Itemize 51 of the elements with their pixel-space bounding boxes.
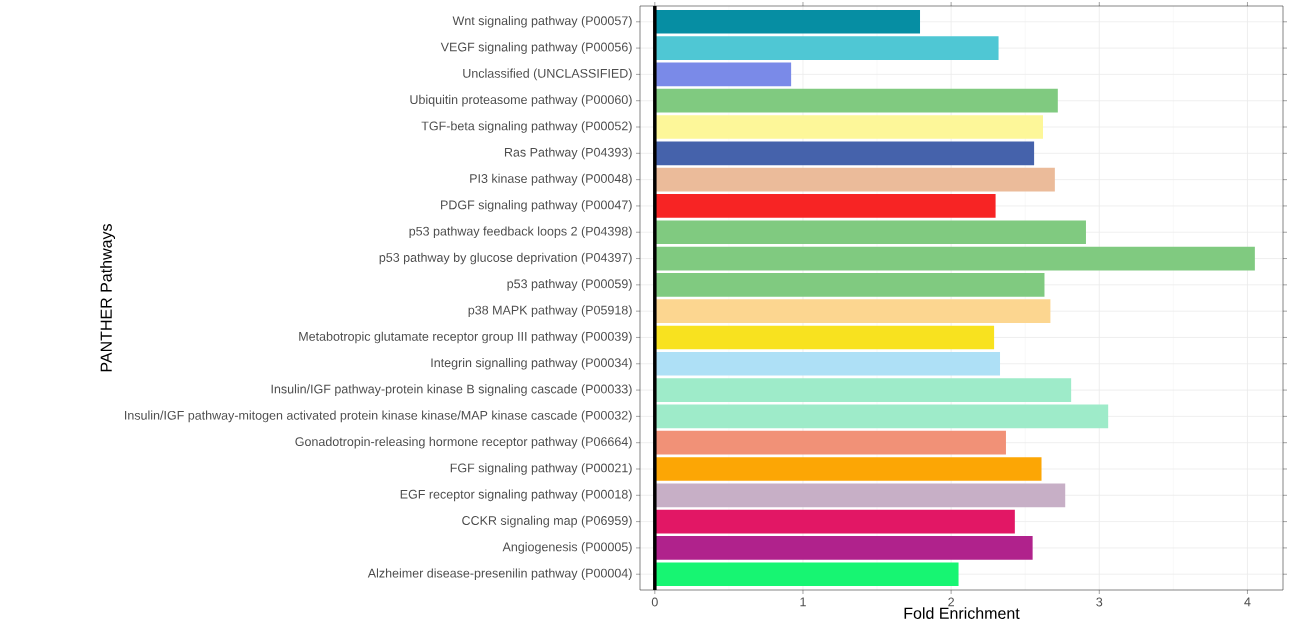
y-tick-label: p53 pathway by glucose deprivation (P04397) bbox=[379, 252, 632, 265]
bar bbox=[654, 36, 999, 60]
y-tick-label: p53 pathway feedback loops 2 (P04398) bbox=[409, 226, 632, 239]
bar bbox=[654, 457, 1042, 481]
x-tick-label: 3 bbox=[1096, 597, 1103, 607]
y-tick-label: Ubiquitin proteasome pathway (P00060) bbox=[410, 94, 632, 107]
y-tick-label: FGF signaling pathway (P00021) bbox=[450, 463, 632, 475]
bar bbox=[654, 509, 1015, 534]
bar bbox=[654, 141, 1035, 166]
y-tick-label: Metabotropic glutamate receptor group III pathway (P00039) bbox=[299, 331, 632, 344]
bar bbox=[654, 9, 921, 34]
x-tick-label: 4 bbox=[1244, 597, 1251, 607]
y-tick-label: VEGF signaling pathway (P00056) bbox=[440, 42, 632, 54]
y-tick-label: Alzheimer disease-presenilin pathway (P00004) bbox=[367, 568, 632, 581]
bar bbox=[654, 483, 1066, 508]
bar bbox=[654, 115, 1043, 139]
y-tick-label: Wnt signaling pathway (P00057) bbox=[452, 15, 632, 28]
bar bbox=[654, 404, 1109, 429]
bar bbox=[654, 220, 1086, 245]
x-axis-title: Fold Enrichment bbox=[904, 607, 1020, 619]
y-tick-label: p38 MAPK pathway (P05918) bbox=[468, 305, 632, 317]
bar bbox=[654, 536, 1033, 560]
y-tick-label: Gonadotropin-releasing hormone receptor pathway (P06664) bbox=[295, 436, 632, 449]
x-tick-label: 0 bbox=[651, 597, 658, 607]
x-tick-label: 2 bbox=[948, 597, 954, 607]
y-tick-label: Angiogenesis (P00005) bbox=[502, 542, 632, 554]
y-tick-label: p53 pathway (P00059) bbox=[507, 279, 632, 291]
bar bbox=[654, 246, 1255, 271]
y-tick-label: CCKR signaling map (P06959) bbox=[462, 515, 632, 528]
bar bbox=[654, 299, 1051, 323]
y-tick-label: Insulin/IGF pathway-mitogen activated protein kinase kinase/MAP kinase cascade (P00032) bbox=[125, 410, 632, 423]
x-tick-label: 1 bbox=[800, 597, 806, 607]
y-tick-label: Unclassified (UNCLASSIFIED) bbox=[463, 68, 632, 81]
y-tick-label: EGF receptor signaling pathway (P00018) bbox=[400, 489, 632, 502]
bar bbox=[654, 273, 1045, 297]
bar bbox=[654, 325, 995, 350]
y-axis-title: PANTHER Pathways bbox=[100, 224, 116, 372]
y-tick-label: TGF-beta signaling pathway (P00052) bbox=[421, 121, 632, 133]
y-tick-label: Insulin/IGF pathway-protein kinase B signaling cascade (P00033) bbox=[271, 384, 632, 396]
bar bbox=[654, 430, 1006, 455]
bar bbox=[654, 88, 1058, 113]
y-tick-label: PDGF signaling pathway (P00047) bbox=[441, 200, 632, 212]
bar bbox=[654, 62, 792, 87]
y-tick-label: Integrin signalling pathway (P00034) bbox=[431, 357, 632, 370]
bar bbox=[654, 167, 1055, 192]
y-tick-label: Ras Pathway (P04393) bbox=[504, 147, 632, 160]
bar bbox=[654, 194, 996, 218]
bar bbox=[654, 351, 1001, 376]
bar bbox=[654, 562, 959, 587]
y-tick-label: PI3 kinase pathway (P00048) bbox=[470, 173, 632, 186]
bar bbox=[654, 378, 1072, 402]
